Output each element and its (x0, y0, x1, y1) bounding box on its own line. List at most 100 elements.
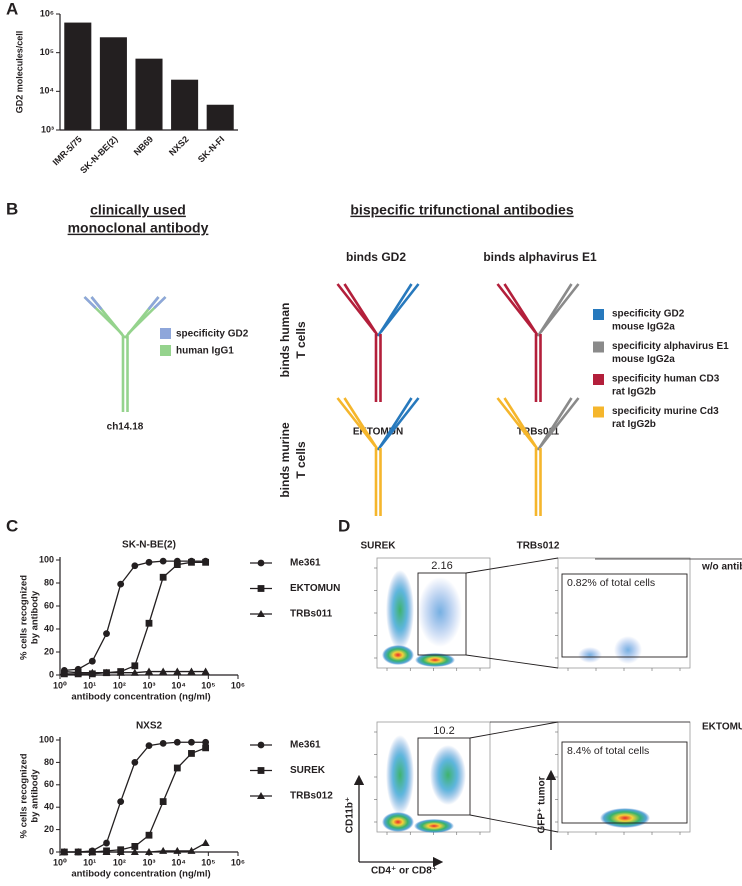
density (600, 808, 650, 828)
marker (131, 662, 139, 670)
marker (145, 742, 153, 749)
bar (135, 58, 163, 131)
marker (159, 846, 168, 854)
row-header: binds human (278, 303, 292, 378)
axis-label: CD4⁺ or CD8⁺ (371, 866, 437, 877)
marker (145, 848, 153, 855)
y-tick-label: 20 (44, 646, 54, 656)
marker (188, 750, 195, 757)
series-line (64, 561, 206, 675)
gate-value: 0.82% of total cells (567, 577, 655, 589)
legend-label: rat IgG2b (612, 387, 656, 398)
marker (173, 561, 181, 568)
antibody-arm (379, 283, 420, 333)
density (414, 819, 454, 833)
legend-label: SUREK (290, 765, 326, 776)
antibody-name: SUREK (360, 541, 396, 552)
panel-label: B (6, 199, 18, 218)
marker (74, 848, 83, 855)
y-tick-label: 10⁵ (40, 47, 54, 57)
gate (417, 572, 467, 656)
marker (159, 557, 167, 565)
x-tick-label: 10⁵ (201, 857, 215, 867)
x-tick-label: 10¹ (83, 857, 96, 867)
marker (103, 630, 110, 637)
marker (60, 667, 69, 675)
marker (159, 798, 167, 805)
legend-swatch (593, 406, 604, 418)
legend-label: mouse IgG2a (612, 354, 675, 365)
y-axis-label: by antibody (30, 590, 41, 644)
y-tick-label: 0 (49, 669, 54, 679)
bar (171, 79, 199, 130)
marker (202, 744, 210, 752)
density (386, 735, 414, 815)
x-tick-label: NB69 (132, 134, 155, 157)
axis-label: GFP⁺ tumor (537, 776, 548, 833)
zoom-line (465, 557, 559, 574)
y-tick-label: 100 (39, 734, 54, 744)
row-header: T cells (294, 321, 308, 359)
marker (74, 668, 83, 676)
gate (561, 741, 688, 824)
legend-marker (257, 559, 265, 567)
antibody-arm (503, 397, 539, 451)
y-tick-label: 60 (44, 779, 54, 789)
y-tick-label: 10³ (41, 124, 54, 134)
left-title: clinically used (90, 202, 186, 218)
marker (145, 558, 153, 566)
marker (88, 848, 97, 855)
y-tick-label: 10⁶ (40, 8, 54, 18)
gate-value: 8.4% of total cells (567, 745, 649, 757)
zoom-line (469, 814, 559, 833)
gate-value: 2.16 (431, 560, 452, 572)
marker (130, 848, 139, 855)
marker (201, 667, 210, 675)
series-line (64, 560, 206, 672)
y-tick-label: 80 (44, 757, 54, 767)
marker (187, 667, 196, 675)
legend-label: EKTOMUN (290, 583, 340, 594)
marker (159, 739, 167, 747)
legend-swatch (593, 341, 604, 353)
marker (131, 843, 139, 850)
antibody-tip (83, 296, 97, 310)
gate-value: 10.2 (433, 725, 454, 737)
antibody-arm (343, 397, 379, 451)
y-tick-label: 40 (44, 623, 54, 633)
antibody-arm (343, 283, 379, 337)
x-axis-label: antibody concentration (ng/ml) (71, 692, 210, 703)
legend-label: rat IgG2b (612, 419, 656, 430)
x-tick-label: 10⁶ (231, 857, 245, 867)
legend-label: mouse IgG2a (612, 322, 675, 333)
zoom-line (469, 721, 559, 739)
antibody-name: ch14.18 (107, 422, 144, 433)
legend-label: specificity GD2 (176, 329, 249, 340)
legend-label: specificity GD2 (612, 309, 685, 320)
marker (131, 759, 139, 766)
x-tick-label: 10² (113, 680, 126, 690)
legend-label: specificity human CD3 (612, 374, 720, 385)
x-tick-label: 10² (113, 857, 126, 867)
marker (188, 558, 195, 566)
antibody-arm (379, 397, 420, 447)
y-axis-label: % cells recognized (19, 575, 30, 660)
marker (116, 848, 125, 855)
y-axis-label: % cells recognized (19, 753, 30, 838)
density (386, 570, 414, 650)
x-tick-label: IMR-5/75 (51, 134, 84, 167)
condition-label: EKTOMUN (702, 722, 742, 733)
column-header: binds alphavirus E1 (483, 250, 597, 264)
y-tick-label: 40 (44, 802, 54, 812)
x-tick-label: SK-N-FI (196, 134, 226, 164)
legend-label: specificity alphavirus E1 (612, 341, 729, 352)
legend-label: TRBs012 (290, 791, 333, 802)
y-tick-label: 0 (49, 846, 54, 856)
legend-label: human IgG1 (176, 346, 234, 357)
legend-label: TRBs011 (290, 609, 333, 620)
density (578, 647, 602, 663)
x-tick-label: 10⁴ (171, 857, 185, 867)
marker (116, 668, 125, 676)
